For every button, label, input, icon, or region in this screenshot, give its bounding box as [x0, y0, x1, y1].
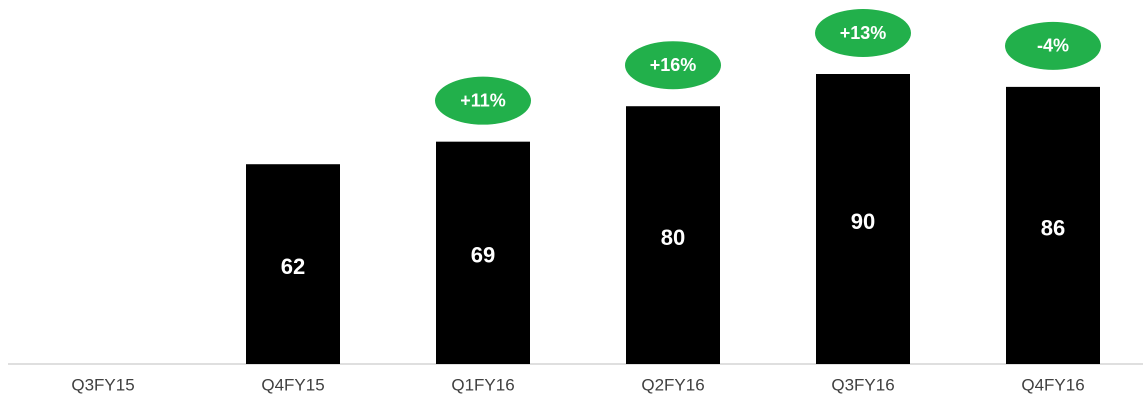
value-label: 69 [471, 243, 495, 268]
x-tick-label: Q3FY16 [831, 375, 894, 394]
value-label: 80 [661, 225, 685, 250]
growth-label: +13% [840, 23, 887, 43]
bar [626, 106, 720, 364]
growth-label: +16% [650, 55, 697, 75]
value-label: 86 [1041, 215, 1065, 240]
growth-label: +11% [460, 90, 506, 110]
x-tick-label: Q4FY16 [1021, 375, 1084, 394]
growth-badge [625, 41, 721, 90]
x-tick-label: Q1FY16 [451, 375, 514, 394]
growth-label: -4% [1037, 36, 1069, 56]
growth-badge [1005, 21, 1101, 70]
x-tick-label: Q3FY15 [71, 375, 134, 394]
bar [1006, 86, 1100, 364]
x-tick-label: Q2FY16 [641, 375, 704, 394]
value-label: 62 [281, 254, 305, 279]
growth-badge [815, 9, 911, 57]
value-label: 90 [851, 209, 875, 234]
bar [246, 164, 340, 364]
growth-badge [435, 76, 531, 125]
bar [816, 74, 910, 364]
x-tick-label: Q4FY15 [261, 375, 324, 394]
bar [436, 141, 530, 364]
